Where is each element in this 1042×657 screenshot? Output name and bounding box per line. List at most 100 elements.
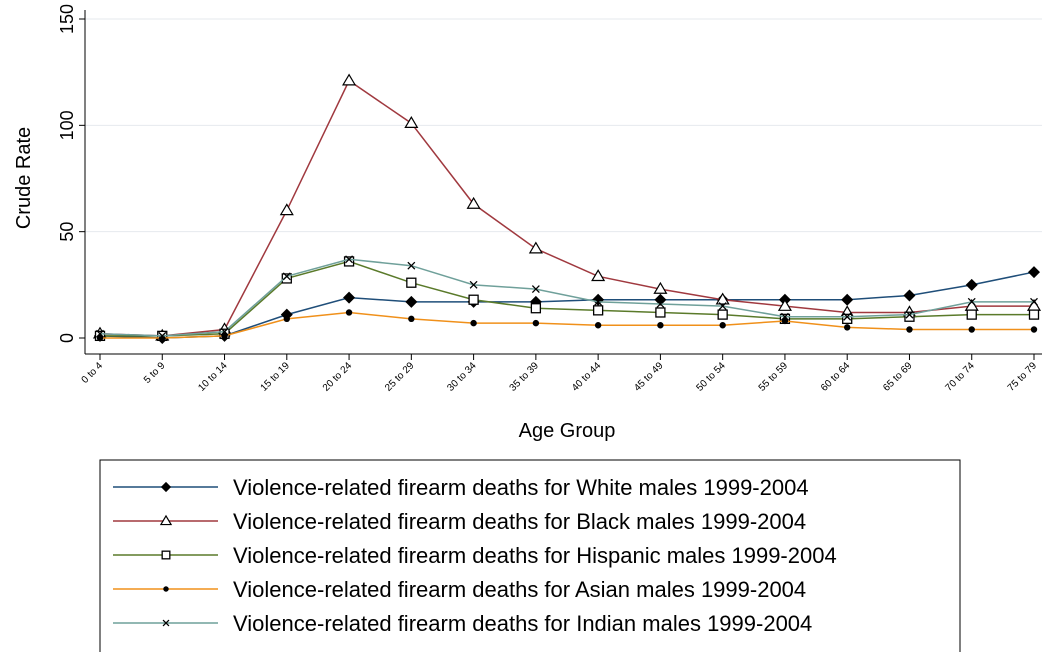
data-point [1028, 266, 1040, 279]
data-point [407, 261, 416, 270]
y-tick-label: 100 [57, 110, 77, 140]
legend: Violence-related firearm deaths for Whit… [99, 459, 961, 657]
x-tick-label: 50 to 54 [694, 360, 728, 394]
data-point [592, 305, 604, 316]
x-tick-label: 35 to 39 [508, 360, 542, 394]
data-point [160, 481, 172, 493]
x-tick-label: 70 to 74 [944, 360, 978, 394]
y-tick-label: 0 [57, 333, 77, 343]
x-tick-label: 55 to 59 [757, 360, 791, 394]
data-point [405, 295, 418, 308]
data-point [965, 278, 978, 291]
data-point [221, 332, 228, 340]
data-point [283, 315, 290, 323]
series-line [99, 271, 1035, 339]
data-point [468, 294, 479, 305]
data-point [532, 319, 540, 327]
data-point [345, 255, 354, 264]
axis-labels: Crude Rate Age Group [13, 127, 615, 442]
series-4 [96, 255, 1038, 340]
series-3 [96, 309, 1038, 342]
data-point [1030, 326, 1038, 333]
legend-label: Violence-related firearm deaths for Hisp… [233, 543, 837, 568]
data-point [163, 586, 169, 592]
y-tick-label: 50 [57, 222, 77, 242]
series-lines [92, 73, 1042, 344]
data-point [653, 281, 668, 294]
data-point [903, 289, 916, 302]
data-point [656, 300, 665, 308]
series-line [100, 260, 1034, 337]
data-point [718, 302, 727, 311]
y-axis-title: Crude Rate [13, 127, 35, 229]
x-tick-label: 75 to 79 [1006, 360, 1040, 394]
data-point [343, 256, 355, 267]
data-point [161, 550, 171, 560]
x-tick-label: 5 to 9 [142, 360, 168, 386]
data-point [594, 322, 602, 329]
data-point [162, 619, 170, 627]
data-point [592, 293, 605, 306]
data-point [470, 319, 477, 327]
data-point [654, 293, 667, 306]
data-point [343, 291, 356, 304]
data-point [966, 309, 977, 320]
data-point [96, 334, 104, 342]
data-point [841, 293, 854, 306]
x-tick-label: 40 to 44 [570, 360, 604, 394]
data-point [345, 309, 353, 316]
data-point [843, 312, 852, 321]
data-point [531, 285, 540, 294]
x-tick-label: 0 to 4 [80, 360, 106, 386]
data-point [594, 297, 603, 306]
data-point [657, 322, 664, 329]
data-point [279, 203, 294, 216]
data-point [655, 307, 666, 318]
x-tick-label: 25 to 29 [383, 360, 417, 394]
data-point [844, 324, 851, 331]
data-point [281, 273, 292, 284]
series-line [100, 311, 1034, 339]
data-point [404, 116, 419, 129]
series-line [99, 258, 1034, 337]
gridlines [85, 18, 1042, 233]
x-tick-label: 30 to 34 [445, 360, 479, 394]
data-point [591, 269, 606, 282]
x-tick-label: 10 to 14 [196, 360, 230, 394]
data-point [780, 312, 789, 321]
data-point [280, 308, 293, 321]
data-point [906, 326, 913, 333]
x-tick-label: 45 to 49 [632, 360, 666, 394]
legend-box [99, 459, 961, 657]
legend-label: Violence-related firearm deaths for Asia… [233, 577, 806, 602]
x-axis-title: Age Group [519, 420, 616, 442]
data-point [466, 196, 481, 209]
x-tick-label: 20 to 24 [321, 360, 355, 394]
data-point [717, 309, 728, 320]
data-point [1028, 309, 1040, 320]
series-line [99, 79, 1034, 337]
data-point [469, 280, 478, 289]
x-tick-label: 60 to 64 [819, 360, 853, 394]
data-point [528, 241, 543, 254]
data-point [968, 326, 975, 333]
data-point [96, 329, 104, 338]
data-point [406, 277, 417, 288]
data-point [159, 514, 173, 526]
y-tick-label: 150 [57, 4, 77, 34]
data-point [408, 315, 415, 323]
series-2 [94, 256, 1040, 342]
data-point [342, 73, 357, 86]
data-point [781, 317, 789, 325]
data-point [530, 303, 542, 314]
data-point [715, 292, 730, 305]
legend-label: Violence-related firearm deaths for Indi… [233, 611, 812, 636]
data-point [777, 298, 792, 311]
data-point [842, 313, 853, 325]
axes: 0 50 100 150 0 to 4 5 to 9 10 to 14 15 to 19 20 … [57, 4, 1042, 394]
data-point [719, 322, 726, 329]
x-tick-label: 65 to 69 [881, 360, 915, 394]
legend-label: Violence-related firearm deaths for Whit… [233, 475, 809, 500]
